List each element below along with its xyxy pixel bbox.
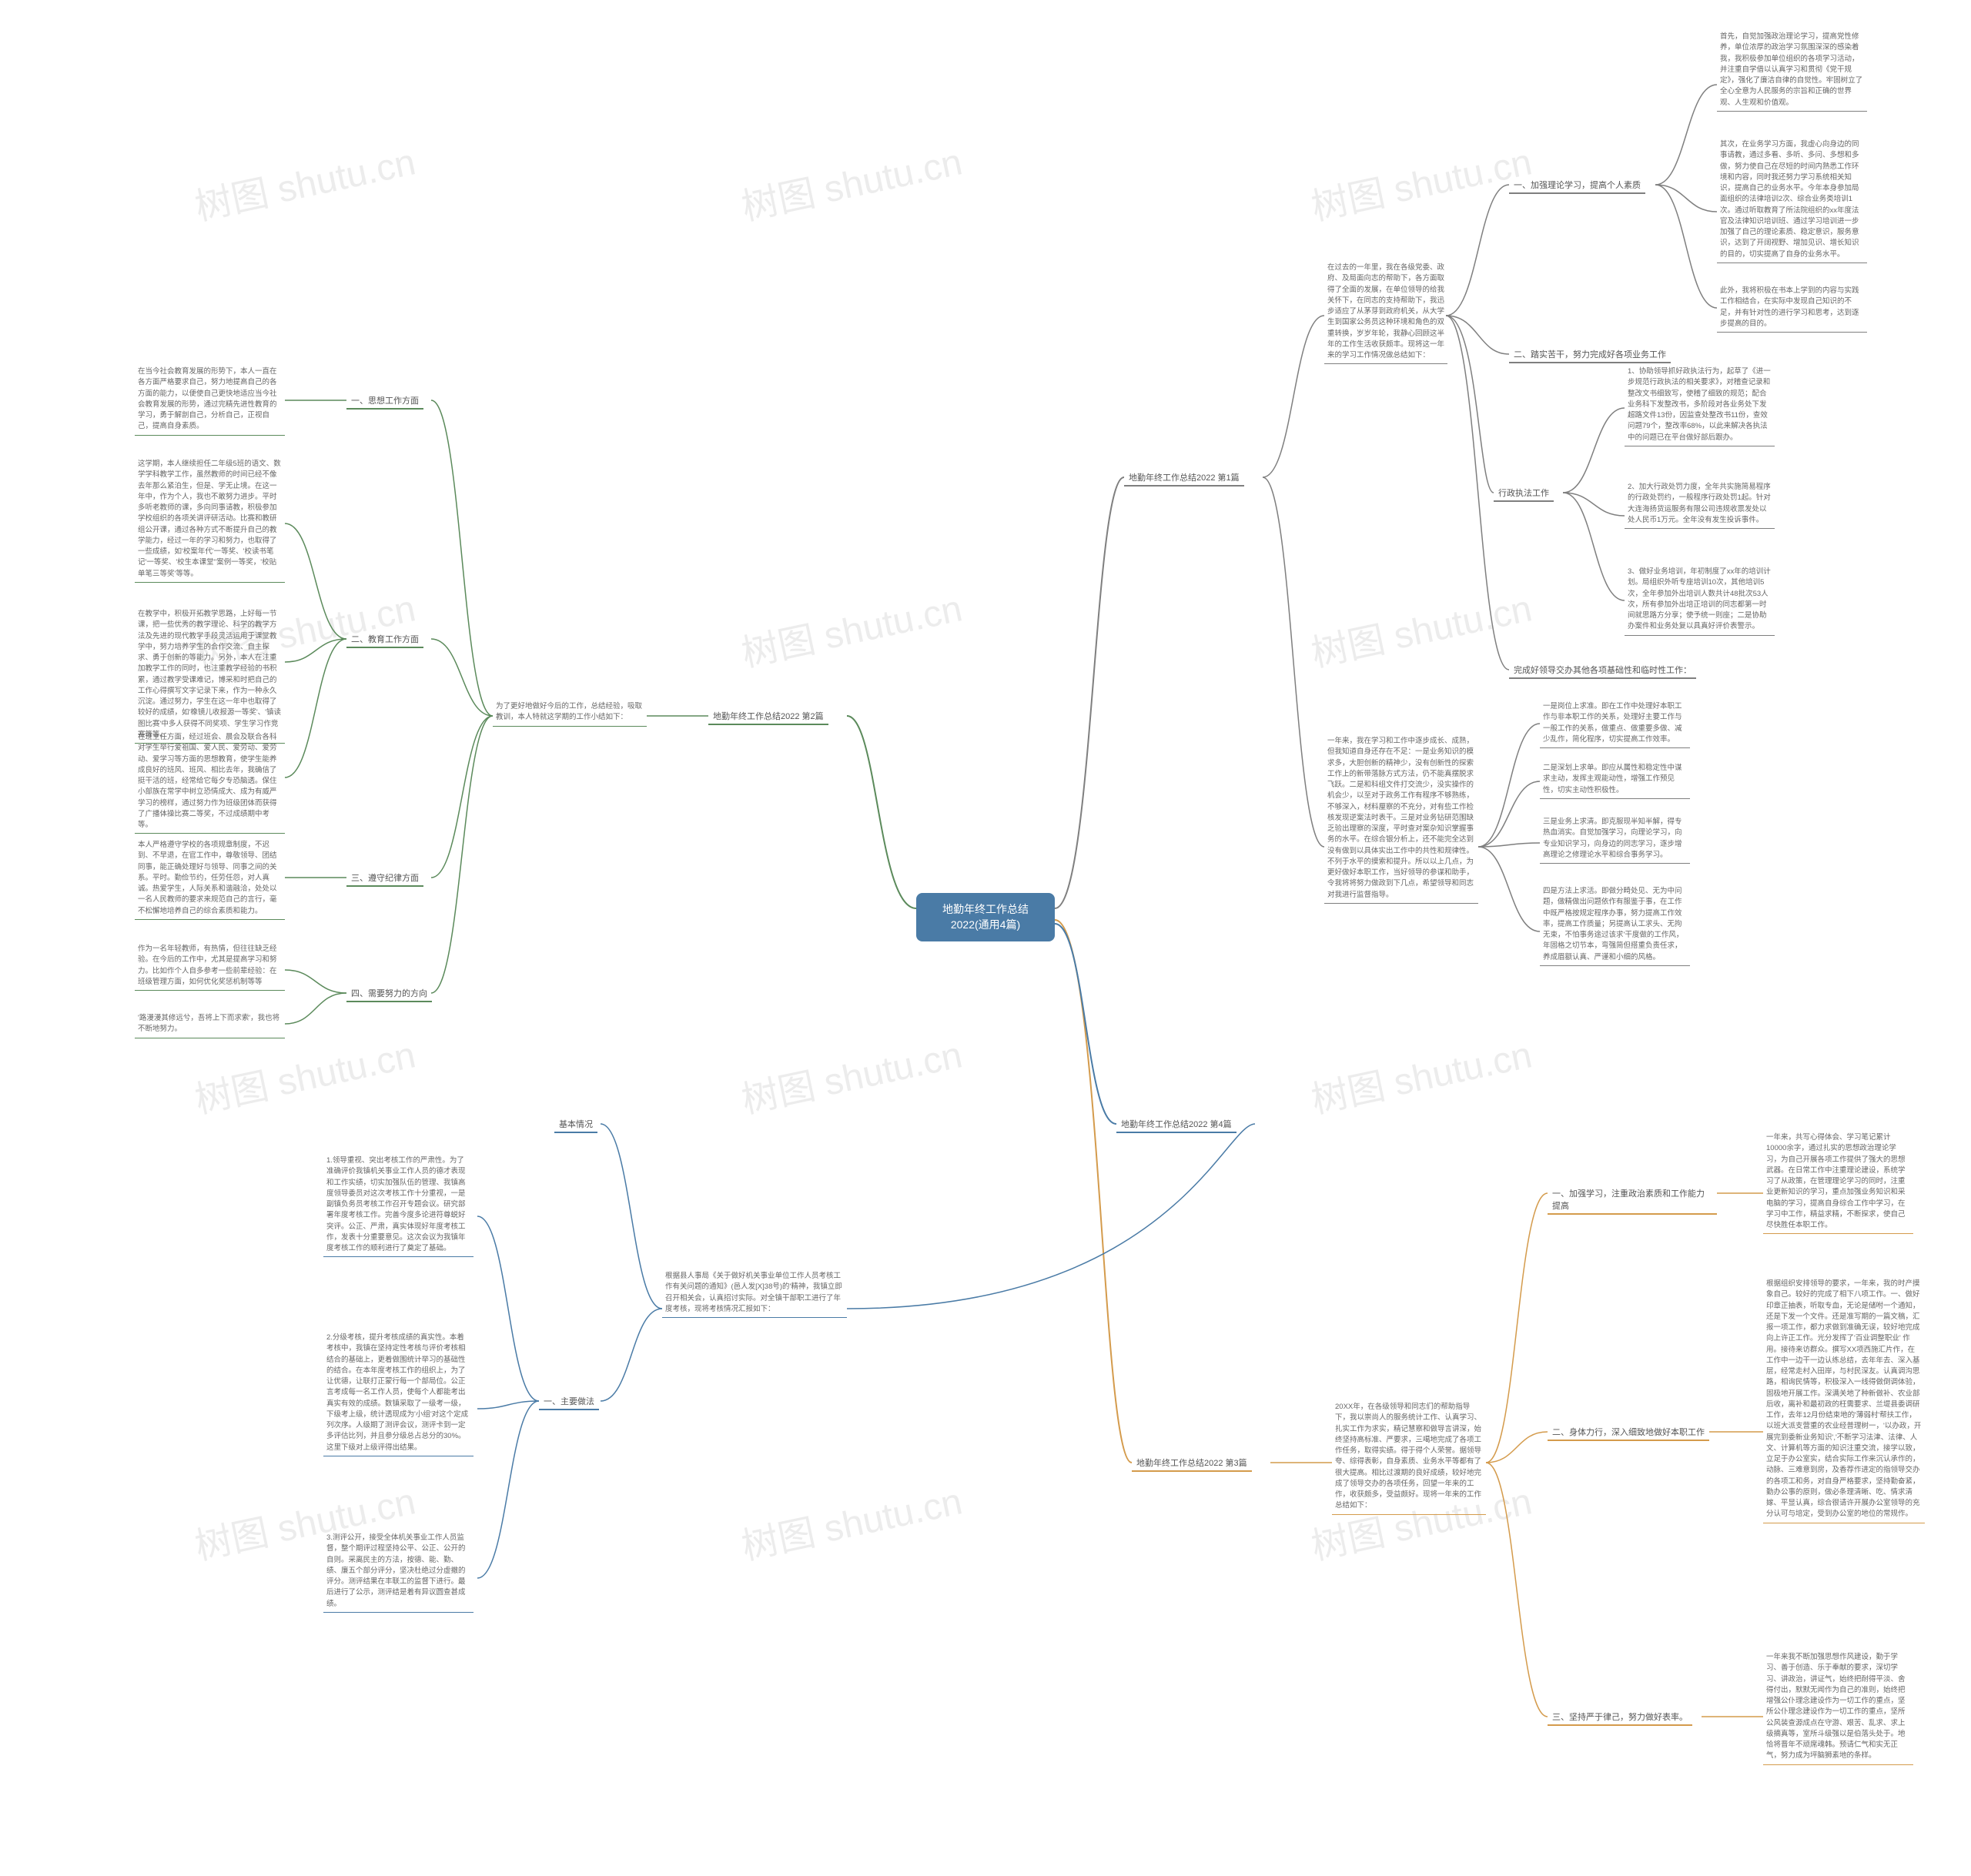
branch2-s4-title[interactable]: 四、需要努力的方向 (346, 985, 432, 1002)
branch2-s2-l1: 这学期，本人继续担任二年级5班的语文、数学学科教学工作，虽然教师的时间已经不像去… (135, 458, 285, 583)
branch1-s1-title[interactable]: 一、加强理论学习，提高个人素质 (1509, 177, 1645, 194)
branch2-s1-title[interactable]: 一、思想工作方面 (346, 393, 423, 410)
branch1-s3-l1: 1、协助领导抓好政执法行为，起草了《进一步规范行政执法的相关要求》，对稽查记录和… (1625, 366, 1775, 446)
watermark: 树图 shutu.cn (736, 1025, 966, 1124)
watermark: 树图 shutu.cn (736, 132, 966, 231)
branch1-s1-l3: 此外，我将积极在书本上学到的内容与实践工作相结合，在实际中发现自己知识的不足，并… (1717, 285, 1867, 333)
branch2-s4-l1: 作为一名年轻教师，有热情，但往往缺乏经验。在今后的工作中，尤其是提高学习和努力。… (135, 943, 285, 991)
branch3-s2-text: 根据组织安排领导的要求，一年来，我的时产摸象自己。较好的完成了相下八项工作。一、… (1763, 1278, 1925, 1523)
branch4-intro: 根据县人事局《关于做好机关事业单位工作人员考核工作有关问题的通知》(邑人发[X]… (662, 1270, 847, 1318)
branch3-s3-title[interactable]: 三、坚持严于律己，努力做好表率。 (1548, 1709, 1692, 1726)
branch3-s1-title[interactable]: 一、加强学习，注重政治素质和工作能力提高 (1548, 1185, 1717, 1215)
branch3-intro: 20XX年，在各级领导和同志们的帮助指导下，我以崇尚人的服务统计工作、认真学习、… (1332, 1401, 1486, 1515)
watermark: 树图 shutu.cn (736, 1471, 966, 1570)
branch2-s3-title[interactable]: 三、遵守纪律方面 (346, 870, 423, 887)
branch2-s2-l2: 在教学中，积极开拓教学思路，上好每一节课，把一些优秀的教学理论、科学的教学方法及… (135, 608, 285, 744)
watermark: 树图 shutu.cn (1306, 578, 1536, 677)
branch4-s1[interactable]: 基本情况 (554, 1116, 597, 1133)
branch1-title[interactable]: 地勤年终工作总结2022 第1篇 (1124, 470, 1244, 487)
watermark: 树图 shutu.cn (189, 1025, 420, 1124)
branch1-s3-title[interactable]: 行政执法工作 (1494, 485, 1554, 502)
branch1-s1-l1: 首先，自觉加强政治理论学习，提高党性修养，单位浓厚的政治学习氛围深深的感染着我，… (1717, 31, 1867, 112)
branch4-title[interactable]: 地勤年终工作总结2022 第4篇 (1116, 1116, 1236, 1133)
branch1-s3-l3: 3、做好业务培训，年初制度了xx年的培训计划。局组织外听专座培训10次，其他培训… (1625, 566, 1775, 636)
branch3-s2-title[interactable]: 二、身体力行，深入细致地做好本职工作 (1548, 1424, 1709, 1441)
watermark: 树图 shutu.cn (189, 132, 420, 231)
branch3-title[interactable]: 地勤年终工作总结2022 第3篇 (1132, 1455, 1252, 1472)
branch2-s1-text: 在当今社会教育发展的形势下，本人一直在各方面严格要求自己，努力地提高自己的各方面… (135, 366, 285, 436)
branch1-s1-l2: 其次，在业务学习方面，我虚心向身边的同事请教，通过多看、多听、多问、多想和多做，… (1717, 139, 1867, 263)
branch2-s4-l2: '路漫漫其修远兮，吾将上下而求索'，我也将不断地努力。 (135, 1012, 285, 1038)
watermark: 树图 shutu.cn (1306, 132, 1536, 231)
branch1-s5-l3: 三是业务上求清。即克服现半知半解，得专热血消实。自觉加强学习，向理论学习，向专业… (1540, 816, 1690, 864)
branch2-s3-text: 本人严格遵守学校的各项规章制度，不迟到、不早退，在官工作中，尊敬领导、团结同事，… (135, 839, 285, 920)
branch1-s4[interactable]: 完成好领导交办其他各项基础性和临时性工作： (1509, 662, 1696, 679)
branch3-s1-text: 一年来，共写心得体会、学习笔记累计10000余字，通过扎实的思想政治理论学习，为… (1763, 1132, 1913, 1234)
branch3-s3-text: 一年来我不断加强思想作风建设，勤于学习、善于创造、乐于奉献的要求，深切学习、讲政… (1763, 1651, 1913, 1765)
branch4-s2-l1: 1.领导重视、突出考核工作的严肃性。为了准确评价我镇机关事业工作人员的德才表现和… (323, 1155, 474, 1257)
branch1-s5-l1: 一是岗位上求准。即在工作中处理好本职工作与非本职工作的关系，处理好主要工作与一般… (1540, 701, 1690, 748)
branch2-s2-l3: 在班主任方面，经过班会、晨会及联合各科对学生举行爱祖国、爱人民、爱劳动、爱劳动、… (135, 731, 285, 834)
branch1-s2[interactable]: 二、踏实苦干，努力完成好各项业务工作 (1509, 346, 1671, 363)
branch4-s2-title[interactable]: 一、主要做法 (539, 1393, 599, 1410)
branch1-s3-l2: 2、加大行政处罚力度，全年共实施简易程序的行政处罚约，一般程序行政处罚1起。针对… (1625, 481, 1775, 529)
watermark: 树图 shutu.cn (1306, 1025, 1536, 1124)
watermark: 树图 shutu.cn (736, 578, 966, 677)
branch2-intro: 为了更好地做好今后的工作，总结经验，吸取教训，本人特就这学期的工作小结如下： (493, 701, 647, 727)
branch4-s2-l2: 2.分级考核，提升考核成绩的真实性。本着考核中，我镇在坚持定性考核与评价考核相结… (323, 1332, 474, 1456)
branch2-title[interactable]: 地勤年终工作总结2022 第2篇 (708, 708, 828, 725)
branch1-s5-l4: 四是方法上求活。即做分畸处见、无为中问题，做精做出问题依作有服鉴于事，在工作中既… (1540, 885, 1690, 966)
branch4-s2-l3: 3.测评公开，接受全体机关事业工作人员监督，整个期评过程坚持公平、公正、公开的自… (323, 1532, 474, 1613)
branch2-s2-title[interactable]: 二、教育工作方面 (346, 631, 423, 648)
branch1-s5-intro: 一年来，我在学习和工作中逐步成长、成熟，但我知道自身还存在不足：一是业务知识的模… (1324, 735, 1478, 904)
center-node[interactable]: 地勤年终工作总结2022(通用4篇) (916, 893, 1055, 941)
branch1-intro: 在过去的一年里，我在各级党委、政府、及局面向志的帮助下，各方面取得了全面的发展，… (1324, 262, 1447, 364)
branch1-s5-l2: 二是深划上求单。即应从属性和稳定性中谋求主动，发挥主观能动性，增强工作预见性，切… (1540, 762, 1690, 799)
